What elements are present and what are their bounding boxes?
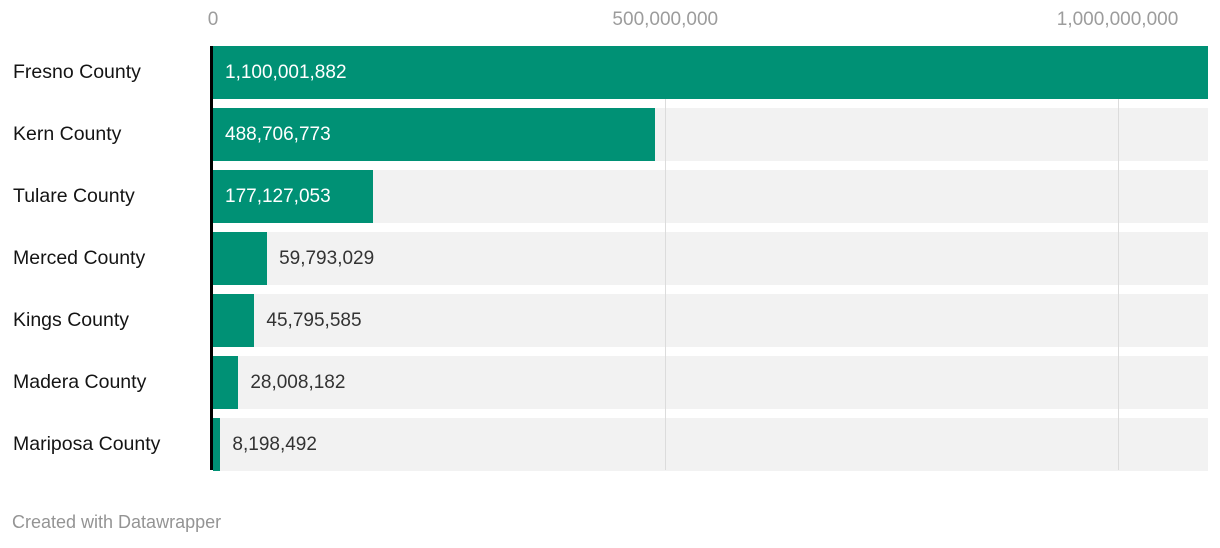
bar (213, 170, 374, 223)
bar (213, 232, 268, 285)
row-background (213, 356, 1208, 409)
bar-value-label: 177,127,053 (225, 186, 331, 207)
chart-row: 1,100,001,882 (213, 46, 1208, 99)
gridline (1117, 46, 1119, 470)
row-background (213, 170, 1208, 223)
chart-footer: Created with Datawrapper (12, 512, 221, 533)
chart-row: 8,198,492 (213, 418, 1208, 471)
bar-value-label: 45,795,585 (266, 310, 362, 331)
datawrapper-credit-link[interactable]: Created with Datawrapper (12, 512, 222, 532)
bar (213, 294, 255, 347)
category-labels: Fresno County Kern County Tulare County … (0, 46, 213, 470)
bar-value-label: 1,100,001,882 (225, 62, 347, 83)
y-axis-line (210, 46, 213, 470)
bar (213, 108, 656, 161)
bar (213, 46, 1208, 99)
x-axis-tick-label: 0 (207, 9, 219, 30)
x-axis-tick-label: 500,000,000 (612, 9, 719, 30)
plot-area: 1,100,001,882 488,706,773 177,127,053 59… (210, 46, 1208, 471)
bar-value-label: 8,198,492 (232, 434, 317, 455)
chart-row: 177,127,053 (213, 170, 1208, 223)
chart-row: 59,793,029 (213, 232, 1208, 285)
category-label: Tulare County (13, 185, 135, 207)
x-axis: 0 500,000,000 1,000,000,000 (208, 0, 1208, 46)
row-background (213, 232, 1208, 285)
category-label: Merced County (13, 247, 146, 269)
category-label: Fresno County (13, 61, 141, 83)
bar-value-label: 28,008,182 (250, 372, 346, 393)
row-background (213, 294, 1208, 347)
bar-value-label: 488,706,773 (225, 124, 331, 145)
bar (213, 418, 221, 471)
category-label: Mariposa County (13, 433, 161, 455)
bar-value-label: 59,793,029 (279, 248, 375, 269)
category-label: Kings County (13, 309, 129, 331)
category-label: Madera County (13, 371, 147, 393)
row-background (213, 418, 1208, 471)
gridline (665, 46, 667, 470)
chart-row: 28,008,182 (213, 356, 1208, 409)
chart-row: 488,706,773 (213, 108, 1208, 161)
category-label: Kern County (13, 123, 122, 145)
chart-row: 45,795,585 (213, 294, 1208, 347)
bar (213, 356, 239, 409)
x-axis-tick-label: 1,000,000,000 (1056, 9, 1179, 30)
